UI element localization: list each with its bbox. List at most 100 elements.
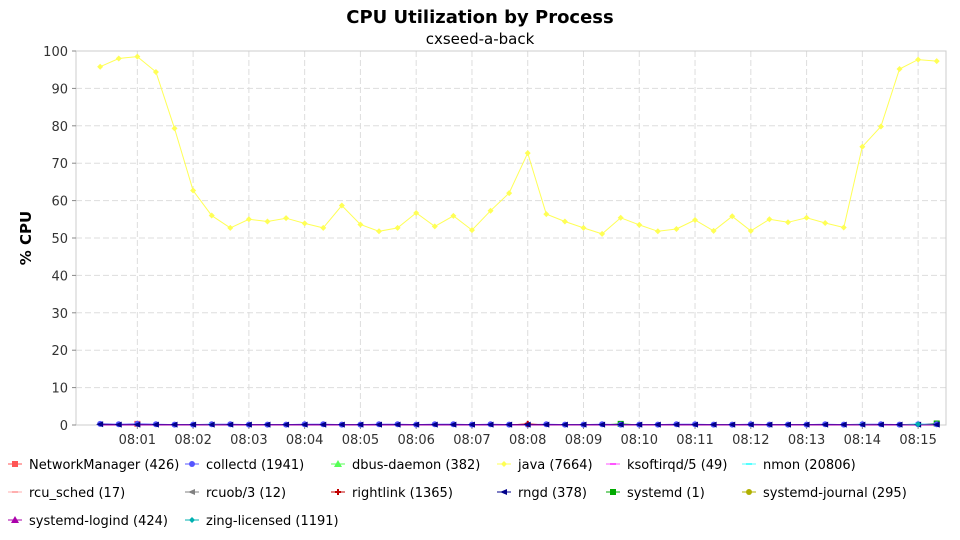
- legend-marker: [610, 463, 616, 465]
- data-point: [133, 421, 141, 428]
- data-point: [821, 421, 829, 428]
- grid-lines: [76, 50, 946, 426]
- data-point: [783, 421, 791, 428]
- legend-label: rngd (378): [518, 486, 587, 501]
- series-markers: [96, 53, 940, 428]
- legend-marker: [188, 489, 195, 495]
- legend-marker: [500, 489, 507, 495]
- data-point: [96, 421, 104, 428]
- data-point: [338, 202, 345, 209]
- data-point: [932, 421, 940, 428]
- data-point: [543, 211, 550, 218]
- legend-label: dbus-daemon (382): [352, 458, 480, 473]
- data-point: [598, 421, 606, 428]
- data-point: [802, 421, 810, 428]
- legend-marker: [335, 489, 341, 495]
- data-point: [580, 224, 587, 231]
- y-tick-label: 40: [51, 269, 68, 284]
- data-point: [859, 143, 866, 150]
- x-axis: 08:01 08:02 08:03 08:04 08:05 08:06 08:07 08:08…: [119, 425, 937, 448]
- legend-marker: [610, 489, 616, 495]
- legend-marker: [189, 461, 195, 467]
- data-point: [264, 218, 271, 225]
- data-point: [300, 421, 308, 428]
- legend-label: systemd-journal (295): [763, 486, 907, 501]
- data-point: [840, 224, 847, 231]
- data-point: [896, 65, 903, 72]
- data-point: [245, 216, 252, 223]
- data-point: [337, 421, 345, 428]
- data-point: [505, 421, 513, 428]
- legend-label: rcu_sched (17): [29, 486, 125, 501]
- data-point: [636, 221, 643, 228]
- data-point: [282, 421, 290, 428]
- chart-subtitle: cxseed-a-back: [426, 30, 535, 48]
- data-point: [654, 228, 661, 235]
- y-tick-label: 20: [51, 344, 68, 359]
- data-point: [320, 224, 327, 231]
- y-tick-label: 60: [51, 195, 68, 210]
- legend-marker: [334, 460, 342, 467]
- legend-marker: [12, 491, 18, 493]
- x-tick-label: 08:04: [286, 433, 323, 448]
- x-tick-label: 08:01: [119, 433, 156, 448]
- legend-marker: [12, 461, 18, 467]
- data-point: [413, 209, 420, 216]
- x-tick-label: 08:05: [342, 433, 379, 448]
- data-point: [617, 214, 624, 221]
- data-point: [728, 421, 736, 428]
- data-point: [803, 214, 810, 221]
- data-point: [877, 123, 884, 130]
- legend: NetworkManager (426) collectd (1941) dbus-…: [8, 458, 907, 529]
- y-tick-label: 70: [51, 157, 68, 172]
- y-axis-label: % CPU: [17, 211, 35, 265]
- legend-marker: [746, 489, 752, 495]
- x-tick-label: 08:02: [174, 433, 211, 448]
- legend-label: zing-licensed (1191): [206, 514, 339, 529]
- legend-label: rightlink (1365): [352, 486, 453, 501]
- y-tick-label: 90: [51, 82, 68, 97]
- data-point: [227, 224, 234, 231]
- data-point: [561, 218, 568, 225]
- legend-marker: [746, 463, 752, 465]
- x-tick-label: 08:15: [899, 433, 936, 448]
- data-point: [542, 421, 550, 428]
- data-point: [635, 421, 643, 428]
- data-point: [599, 230, 606, 237]
- data-point: [822, 220, 829, 227]
- data-point: [226, 421, 234, 428]
- x-tick-label: 08:06: [397, 433, 434, 448]
- legend-marker: [189, 517, 195, 523]
- series-lines: [99, 56, 937, 426]
- y-tick-label: 10: [51, 382, 68, 397]
- y-tick-label: 30: [51, 307, 68, 322]
- y-tick-label: 80: [51, 120, 68, 135]
- x-tick-label: 08:09: [565, 433, 602, 448]
- data-point: [839, 421, 847, 428]
- data-point: [431, 223, 438, 230]
- x-tick-label: 08:07: [453, 433, 490, 448]
- data-point: [858, 421, 866, 428]
- data-point: [376, 228, 383, 235]
- data-point: [114, 421, 122, 428]
- legend-label: nmon (20806): [763, 458, 856, 473]
- data-point: [468, 227, 475, 234]
- data-point: [524, 150, 531, 157]
- y-tick-label: 0: [60, 419, 68, 434]
- data-point: [784, 219, 791, 226]
- data-point: [653, 421, 661, 428]
- legend-label: systemd (1): [627, 486, 705, 501]
- data-point: [672, 421, 680, 428]
- data-point: [190, 187, 197, 194]
- data-point: [933, 58, 940, 65]
- legend-label: collectd (1941): [206, 458, 304, 473]
- data-point: [152, 68, 159, 75]
- data-point: [616, 421, 624, 428]
- data-point: [430, 421, 438, 428]
- data-point: [375, 421, 383, 428]
- data-point: [895, 421, 903, 428]
- legend-marker: [501, 461, 507, 467]
- data-point: [115, 55, 122, 62]
- data-point: [710, 227, 717, 234]
